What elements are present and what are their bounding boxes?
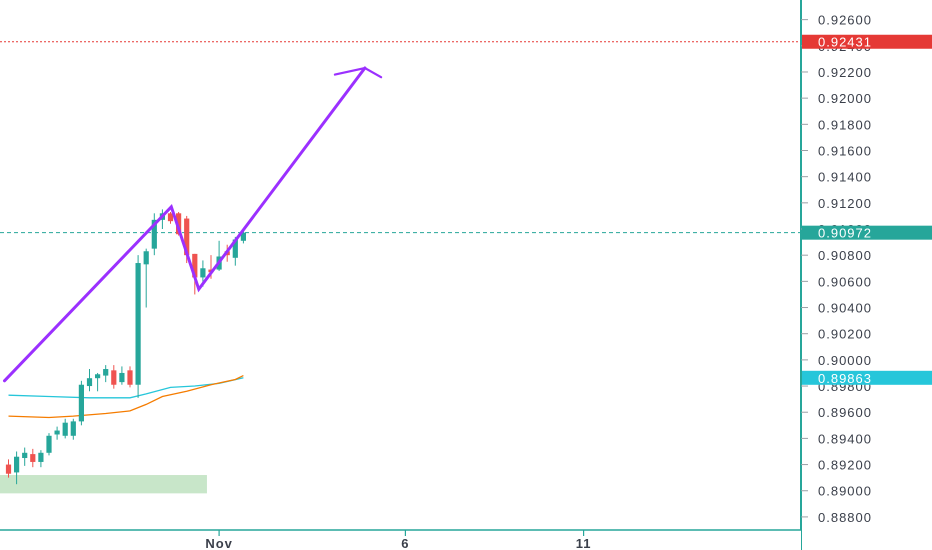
candle-body: [151, 219, 157, 249]
candle-body: [184, 218, 190, 256]
projection-arrowhead: [333, 66, 383, 79]
price-badge: [802, 225, 932, 240]
price-badge-label: 0.89863: [818, 371, 872, 386]
candle[interactable]: [54, 426, 60, 440]
candle-body: [127, 370, 133, 385]
candle-body: [78, 384, 84, 422]
price-badge: [802, 370, 932, 385]
candle-body: [119, 372, 125, 383]
y-tick-label: 0.91600: [818, 143, 872, 158]
candle[interactable]: [151, 213, 157, 256]
y-tick-label: 0.91400: [818, 170, 872, 185]
candle-body: [54, 430, 60, 435]
candle[interactable]: [135, 255, 141, 398]
price-axis[interactable]: 0.926000.924000.922000.920000.918000.916…: [800, 0, 872, 550]
candle[interactable]: [119, 366, 125, 385]
time-axis[interactable]: Nov 6 11: [0, 529, 801, 550]
candle-body: [135, 263, 141, 385]
candle-body: [232, 239, 238, 258]
candle[interactable]: [78, 380, 84, 426]
y-tick-label: 0.89000: [818, 484, 872, 499]
price-badges: 0.92431 0.90972 0.89863: [802, 34, 932, 386]
y-tick-label: 0.90200: [818, 327, 872, 342]
candle-body: [62, 422, 68, 436]
price-lines-layer: [0, 41, 801, 234]
candle-body: [5, 464, 12, 474]
y-tick-label: 0.89200: [818, 458, 872, 473]
projection-path[interactable]: [3, 66, 367, 383]
y-tick-label: 0.92200: [818, 65, 872, 80]
candle[interactable]: [95, 372, 101, 392]
candle-body: [70, 421, 76, 436]
y-tick-label: 0.91800: [818, 117, 872, 132]
y-tick-label: 0.90400: [818, 301, 872, 316]
candle-body: [38, 452, 44, 462]
candle[interactable]: [22, 447, 28, 466]
candle[interactable]: [30, 448, 36, 468]
projection-layer: [3, 66, 383, 383]
candle[interactable]: [46, 433, 52, 456]
price-badge-label: 0.90972: [818, 226, 872, 241]
candle[interactable]: [240, 230, 246, 244]
y-tick-label: 0.92600: [818, 13, 872, 28]
candle-body: [30, 454, 36, 462]
x-tick-label: 6: [401, 536, 409, 550]
candle[interactable]: [38, 450, 44, 468]
y-tick-label: 0.89600: [818, 405, 872, 420]
candle[interactable]: [127, 366, 133, 388]
y-tick-label: 0.90800: [818, 248, 872, 263]
y-tick-label: 0.89400: [818, 431, 872, 446]
price-badge-label: 0.92431: [818, 35, 872, 50]
y-tick-label: 0.90000: [818, 353, 872, 368]
x-tick-label: Nov: [205, 536, 233, 550]
moving-average-0: [8, 377, 244, 399]
y-tick-label: 0.92000: [818, 91, 872, 106]
y-tick-label: 0.88800: [818, 510, 872, 525]
y-tick-label: 0.90600: [818, 274, 872, 289]
candle[interactable]: [62, 418, 68, 439]
candle-body: [103, 369, 109, 376]
moving-average-1: [8, 375, 244, 419]
candle-body: [240, 232, 246, 241]
candle[interactable]: [5, 459, 12, 478]
candle-body: [176, 213, 182, 235]
candle-body: [143, 251, 149, 265]
candle-body: [86, 378, 93, 387]
y-tick-label: 0.91200: [818, 196, 872, 211]
candle-body: [14, 456, 20, 473]
candle-body: [111, 370, 117, 385]
candle[interactable]: [14, 451, 20, 485]
candles-layer: [5, 209, 246, 485]
x-tick-label: 11: [576, 536, 592, 550]
candle[interactable]: [70, 418, 76, 440]
candle-body: [192, 253, 198, 278]
candle[interactable]: [103, 365, 109, 383]
candle-body: [22, 452, 28, 459]
candle-body: [167, 213, 174, 222]
candle[interactable]: [143, 248, 149, 308]
candle-body: [200, 268, 206, 278]
time-axis-background: [0, 530, 801, 550]
price-badge: [802, 34, 932, 49]
support-zone-layer: [0, 475, 207, 494]
candle[interactable]: [86, 369, 93, 392]
candle-body: [95, 374, 101, 379]
candle[interactable]: [167, 212, 174, 224]
moving-averages-layer: [8, 375, 244, 419]
candle[interactable]: [111, 365, 117, 389]
support-zone: [0, 475, 207, 494]
candle-body: [46, 435, 52, 453]
